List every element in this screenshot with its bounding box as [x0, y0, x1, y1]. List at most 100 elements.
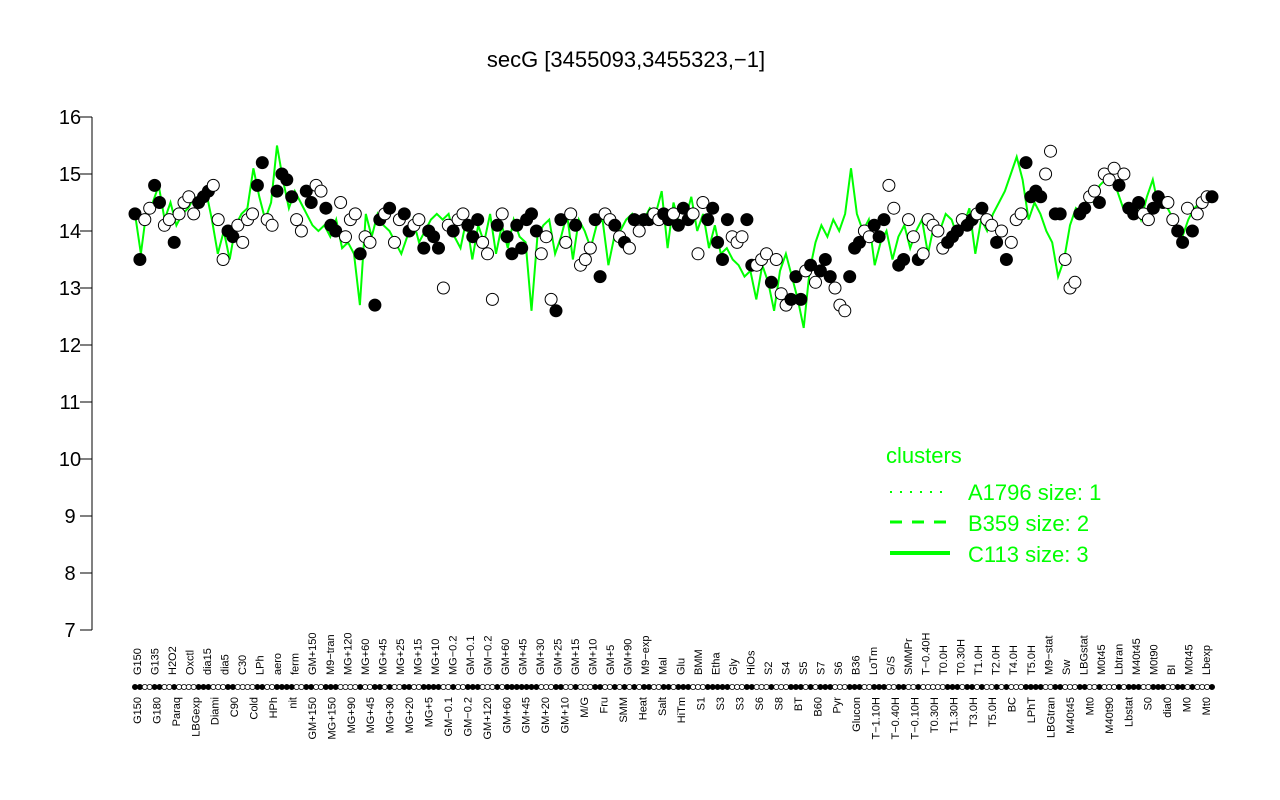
x-marker: [410, 684, 417, 691]
x-tick-label: G135: [150, 648, 162, 675]
data-point: [148, 178, 162, 192]
x-tick-label: H2O2: [167, 646, 179, 675]
x-marker: [425, 684, 432, 691]
x-marker: [602, 684, 609, 691]
x-marker: [435, 684, 442, 691]
x-tick-label: SMMPr: [903, 638, 915, 675]
data-point: [916, 247, 930, 261]
data-point: [353, 247, 367, 261]
data-point: [1058, 253, 1072, 266]
x-tick-label: GM+15: [570, 639, 582, 675]
x-marker: [1169, 684, 1176, 691]
x-marker: [1052, 684, 1059, 691]
data-point: [417, 241, 431, 255]
x-marker: [347, 684, 354, 691]
x-marker: [533, 684, 540, 691]
data-point: [622, 241, 636, 255]
x-marker: [1184, 684, 1191, 691]
x-marker: [337, 684, 344, 691]
x-marker: [1204, 684, 1211, 691]
data-point: [485, 292, 499, 306]
x-marker: [959, 684, 966, 691]
cluster-line-series: [134, 145, 1213, 329]
x-tick-label: T2.0H: [991, 645, 1003, 675]
x-tick-label: ferm: [290, 653, 302, 675]
x-marker: [719, 684, 726, 691]
x-tick-label: HiTm: [676, 697, 688, 723]
data-point: [363, 235, 377, 249]
x-marker: [210, 684, 217, 691]
x-tick-label: Oxctl: [185, 650, 197, 675]
x-marker: [1003, 684, 1010, 691]
x-tick-label: HiOs: [745, 650, 757, 675]
x-marker: [450, 684, 457, 691]
data-point: [588, 213, 602, 227]
x-tick-label: GM+10: [588, 639, 600, 675]
x-marker: [846, 684, 853, 691]
data-point: [187, 207, 201, 221]
y-tick-label: 14: [59, 221, 81, 243]
x-tick-label: M/G: [579, 697, 591, 718]
x-tick-label: G/S: [886, 656, 898, 675]
x-marker: [229, 684, 236, 691]
data-point: [740, 213, 754, 227]
x-marker: [1120, 684, 1127, 691]
x-tick-label: T−1.10H: [871, 697, 883, 740]
x-marker: [259, 684, 266, 691]
x-marker: [690, 684, 697, 691]
x-marker: [543, 684, 550, 691]
x-tick-label: BI: [1166, 665, 1178, 675]
data-point: [578, 253, 592, 266]
data-point: [446, 224, 460, 238]
x-marker: [171, 684, 178, 691]
x-marker: [313, 684, 320, 691]
x-marker: [1150, 684, 1157, 691]
x-tick-label: MG+5: [424, 697, 436, 727]
data-point: [236, 235, 250, 249]
y-tick-label: 9: [64, 506, 75, 528]
x-marker: [675, 684, 682, 691]
data-point: [231, 218, 245, 232]
x-marker: [342, 684, 349, 691]
data-point: [495, 207, 509, 221]
x-marker: [802, 684, 809, 691]
x-tick-label: LBGtran: [1046, 697, 1058, 738]
x-marker: [1067, 684, 1074, 691]
data-point: [608, 218, 622, 232]
x-marker: [797, 684, 804, 691]
x-tick-label: MG+45: [365, 697, 377, 733]
data-point: [1161, 196, 1175, 209]
x-axis-labels: G150 G135 H2O2 Oxctl dia15 dia5 C30 LPh aero ferm…: [132, 632, 1213, 739]
x-marker: [743, 684, 750, 691]
data-points: [128, 144, 1219, 318]
x-marker: [871, 684, 878, 691]
x-marker: [1199, 684, 1206, 691]
y-tick-label: 8: [64, 563, 75, 585]
x-tick-label: MG+45: [377, 639, 389, 675]
x-tick-label: MG+25: [395, 639, 407, 675]
x-marker: [1071, 684, 1078, 691]
x-marker: [758, 684, 765, 691]
x-tick-label: Mt0: [1201, 697, 1213, 715]
y-tick-label: 13: [59, 278, 81, 300]
x-marker: [1179, 684, 1186, 691]
data-point: [334, 196, 348, 209]
x-marker: [303, 684, 310, 691]
x-marker: [562, 684, 569, 691]
x-tick-label: Salt: [657, 697, 669, 716]
x-marker: [974, 684, 981, 691]
x-marker: [269, 684, 276, 691]
x-tick-label: LoTm: [868, 647, 880, 675]
x-tick-label: GM+5: [605, 645, 617, 675]
x-marker: [1062, 684, 1069, 691]
data-point: [388, 235, 401, 249]
x-marker: [371, 684, 378, 691]
x-tick-label: T1.0H: [973, 645, 985, 675]
x-marker: [298, 684, 305, 691]
data-point: [711, 235, 725, 249]
data-point: [872, 230, 886, 244]
x-tick-label: M9−tran: [325, 634, 337, 675]
x-marker: [553, 684, 560, 691]
x-marker: [1145, 684, 1152, 691]
x-tick-label: M40t90: [1104, 697, 1116, 734]
